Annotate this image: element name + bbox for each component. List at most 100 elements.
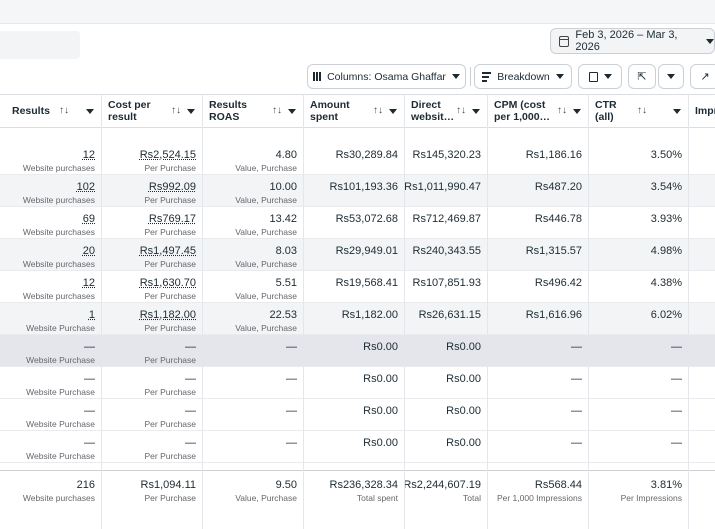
cell-value[interactable]: 12	[82, 277, 95, 289]
sort-icon[interactable]: ↑↓	[557, 105, 567, 116]
col-header-amount-spent[interactable]: Amount spent ↑↓	[304, 95, 403, 127]
cell-value[interactable]: 102	[76, 181, 95, 193]
cell-value: Rs0.00	[363, 341, 398, 353]
cell-value: Rs712,469.87	[412, 213, 482, 225]
table-cell-direct: Rs0.00	[404, 399, 487, 430]
column-divider	[404, 94, 405, 529]
chevron-down-icon[interactable]	[673, 108, 681, 114]
cell-subtext: Per Purchase	[144, 419, 197, 429]
chevron-down-icon[interactable]	[389, 108, 397, 114]
cell-subtext: Website purchases	[22, 163, 95, 173]
table-cell-results: — Website Purchase	[0, 367, 101, 398]
table-cell-direct: Rs145,320.23	[404, 143, 487, 174]
cell-value[interactable]: Rs1,497.45	[139, 245, 196, 257]
cell-value[interactable]: Rs1,630.70	[139, 277, 196, 289]
table-cell-cpr: — Per Purchase	[101, 399, 202, 430]
col-header-ctr[interactable]: CTR (all) ↑↓	[589, 95, 687, 127]
cell-value[interactable]: Rs769.17	[148, 213, 196, 225]
cell-subtext: Website purchases	[22, 259, 95, 269]
chevron-down-icon[interactable]	[187, 108, 195, 114]
cell-subtext: Per Purchase	[144, 291, 197, 301]
table-row[interactable]: 20 Website purchases Rs1,497.45 Per Purchas…	[0, 239, 715, 271]
cell-value[interactable]: Rs2,524.15	[139, 149, 196, 161]
cell-value[interactable]: 20	[82, 245, 95, 257]
cell-value[interactable]: Rs992.09	[148, 181, 196, 193]
cell-value[interactable]: 12	[82, 149, 95, 161]
table-row[interactable]: 12 Website purchases Rs1,630.70 Per Purchas…	[0, 271, 715, 303]
table-row[interactable]: — Website Purchase — Per Purchase — Rs0.00 Rs0…	[0, 367, 715, 399]
cell-value: 4.80	[275, 149, 297, 161]
cell-value[interactable]: 69	[82, 213, 95, 225]
table-cell-cpr: — Per Purchase	[101, 367, 202, 398]
table-cell-results: 102 Website purchases	[0, 175, 101, 206]
col-label: CTR (all)	[595, 99, 617, 123]
cell-value[interactable]: —	[185, 405, 196, 417]
column-divider	[688, 94, 689, 529]
cell-value[interactable]: —	[185, 437, 196, 449]
cell-value: Rs0.00	[446, 405, 481, 417]
col-label: Results ROAS	[209, 99, 247, 123]
reports-button[interactable]	[578, 64, 622, 89]
column-divider	[487, 94, 488, 529]
chevron-down-icon[interactable]	[472, 108, 480, 114]
table-row[interactable]: 1 Website Purchase Rs1,182.00 Per Purchase 2…	[0, 303, 715, 335]
table-row[interactable]: — Website Purchase — Per Purchase — Rs0.00 Rs0…	[0, 335, 715, 367]
table-row[interactable]: — Website Purchase — Per Purchase — Rs0.00 Rs0…	[0, 399, 715, 431]
table-cell-ctr: 6.02%	[588, 303, 688, 334]
col-header-results[interactable]: Results ↑↓	[6, 95, 100, 127]
table-cell-direct: Rs0.00	[404, 431, 487, 462]
table-cell-spent: Rs0.00	[303, 367, 404, 398]
cell-value: Rs0.00	[363, 437, 398, 449]
cell-value[interactable]: —	[84, 373, 95, 385]
col-header-impressions[interactable]: Impr	[689, 95, 715, 127]
cell-value: Rs53,072.68	[335, 213, 398, 225]
col-header-results-roas[interactable]: Results ROAS ↑↓	[203, 95, 302, 127]
total-results-cell: 216 Website purchases	[0, 471, 101, 529]
breakdown-button[interactable]: Breakdown	[474, 64, 572, 89]
table-row[interactable]: — Website Purchase — Per Purchase — Rs0.00 Rs0…	[0, 431, 715, 463]
sort-icon[interactable]: ↑↓	[59, 105, 69, 116]
cell-value[interactable]: Rs1,182.00	[139, 309, 196, 321]
table-cell-spent: Rs0.00	[303, 399, 404, 430]
top-strip	[0, 0, 715, 24]
cell-value: 4.38%	[650, 277, 682, 289]
chevron-down-icon[interactable]	[288, 108, 296, 114]
cell-value: —	[671, 437, 682, 449]
chevron-down-icon[interactable]	[573, 108, 581, 114]
table-cell-results: 12 Website purchases	[0, 271, 101, 302]
sort-icon[interactable]: ↑↓	[456, 105, 466, 116]
sort-icon[interactable]: ↑↓	[272, 105, 282, 116]
date-range-button[interactable]: Feb 3, 2026 – Mar 3, 2026	[550, 28, 715, 54]
col-label: Cost per result	[108, 99, 151, 123]
cell-value[interactable]: 1	[88, 309, 95, 321]
cell-value[interactable]: —	[185, 373, 196, 385]
col-header-cost-per-result[interactable]: Cost per result ↑↓	[102, 95, 201, 127]
chart-button[interactable]: ↗	[690, 64, 715, 89]
sort-icon[interactable]: ↑↓	[637, 105, 647, 116]
cell-value: 4.98%	[650, 245, 682, 257]
cell-value[interactable]: —	[84, 405, 95, 417]
table-cell-cpm: Rs496.42	[487, 271, 588, 302]
total-roas-sub: Value, Purchase	[235, 493, 297, 503]
sort-icon[interactable]: ↑↓	[171, 105, 181, 116]
table-row[interactable]: 12 Website purchases Rs2,524.15 Per Purchas…	[0, 143, 715, 175]
cell-subtext: Per Purchase	[144, 387, 197, 397]
cell-value: —	[571, 341, 582, 353]
more-button[interactable]	[658, 64, 684, 89]
chevron-down-icon	[451, 74, 460, 79]
total-roas-cell: 9.50 Value, Purchase	[202, 471, 303, 529]
total-direct: Rs2,244,607.19	[403, 479, 481, 491]
table-row[interactable]: 69 Website purchases Rs769.17 Per Purchase 1…	[0, 207, 715, 239]
column-divider	[588, 94, 589, 529]
cell-value[interactable]: —	[84, 437, 95, 449]
export-button[interactable]: ⇱	[628, 64, 656, 89]
table-row[interactable]: 102 Website purchases Rs992.09 Per Purchase…	[0, 175, 715, 207]
columns-button[interactable]: Columns: Osama Ghaffar	[307, 64, 466, 89]
chevron-down-icon[interactable]	[86, 108, 94, 114]
col-header-cpm[interactable]: CPM (cost per 1,000… ↑↓	[488, 95, 587, 127]
cell-value[interactable]: —	[84, 341, 95, 353]
col-header-direct-website[interactable]: Direct websit… ↑↓	[405, 95, 486, 127]
sort-icon[interactable]: ↑↓	[373, 105, 383, 116]
left-tab[interactable]	[0, 31, 80, 59]
cell-value[interactable]: —	[185, 341, 196, 353]
